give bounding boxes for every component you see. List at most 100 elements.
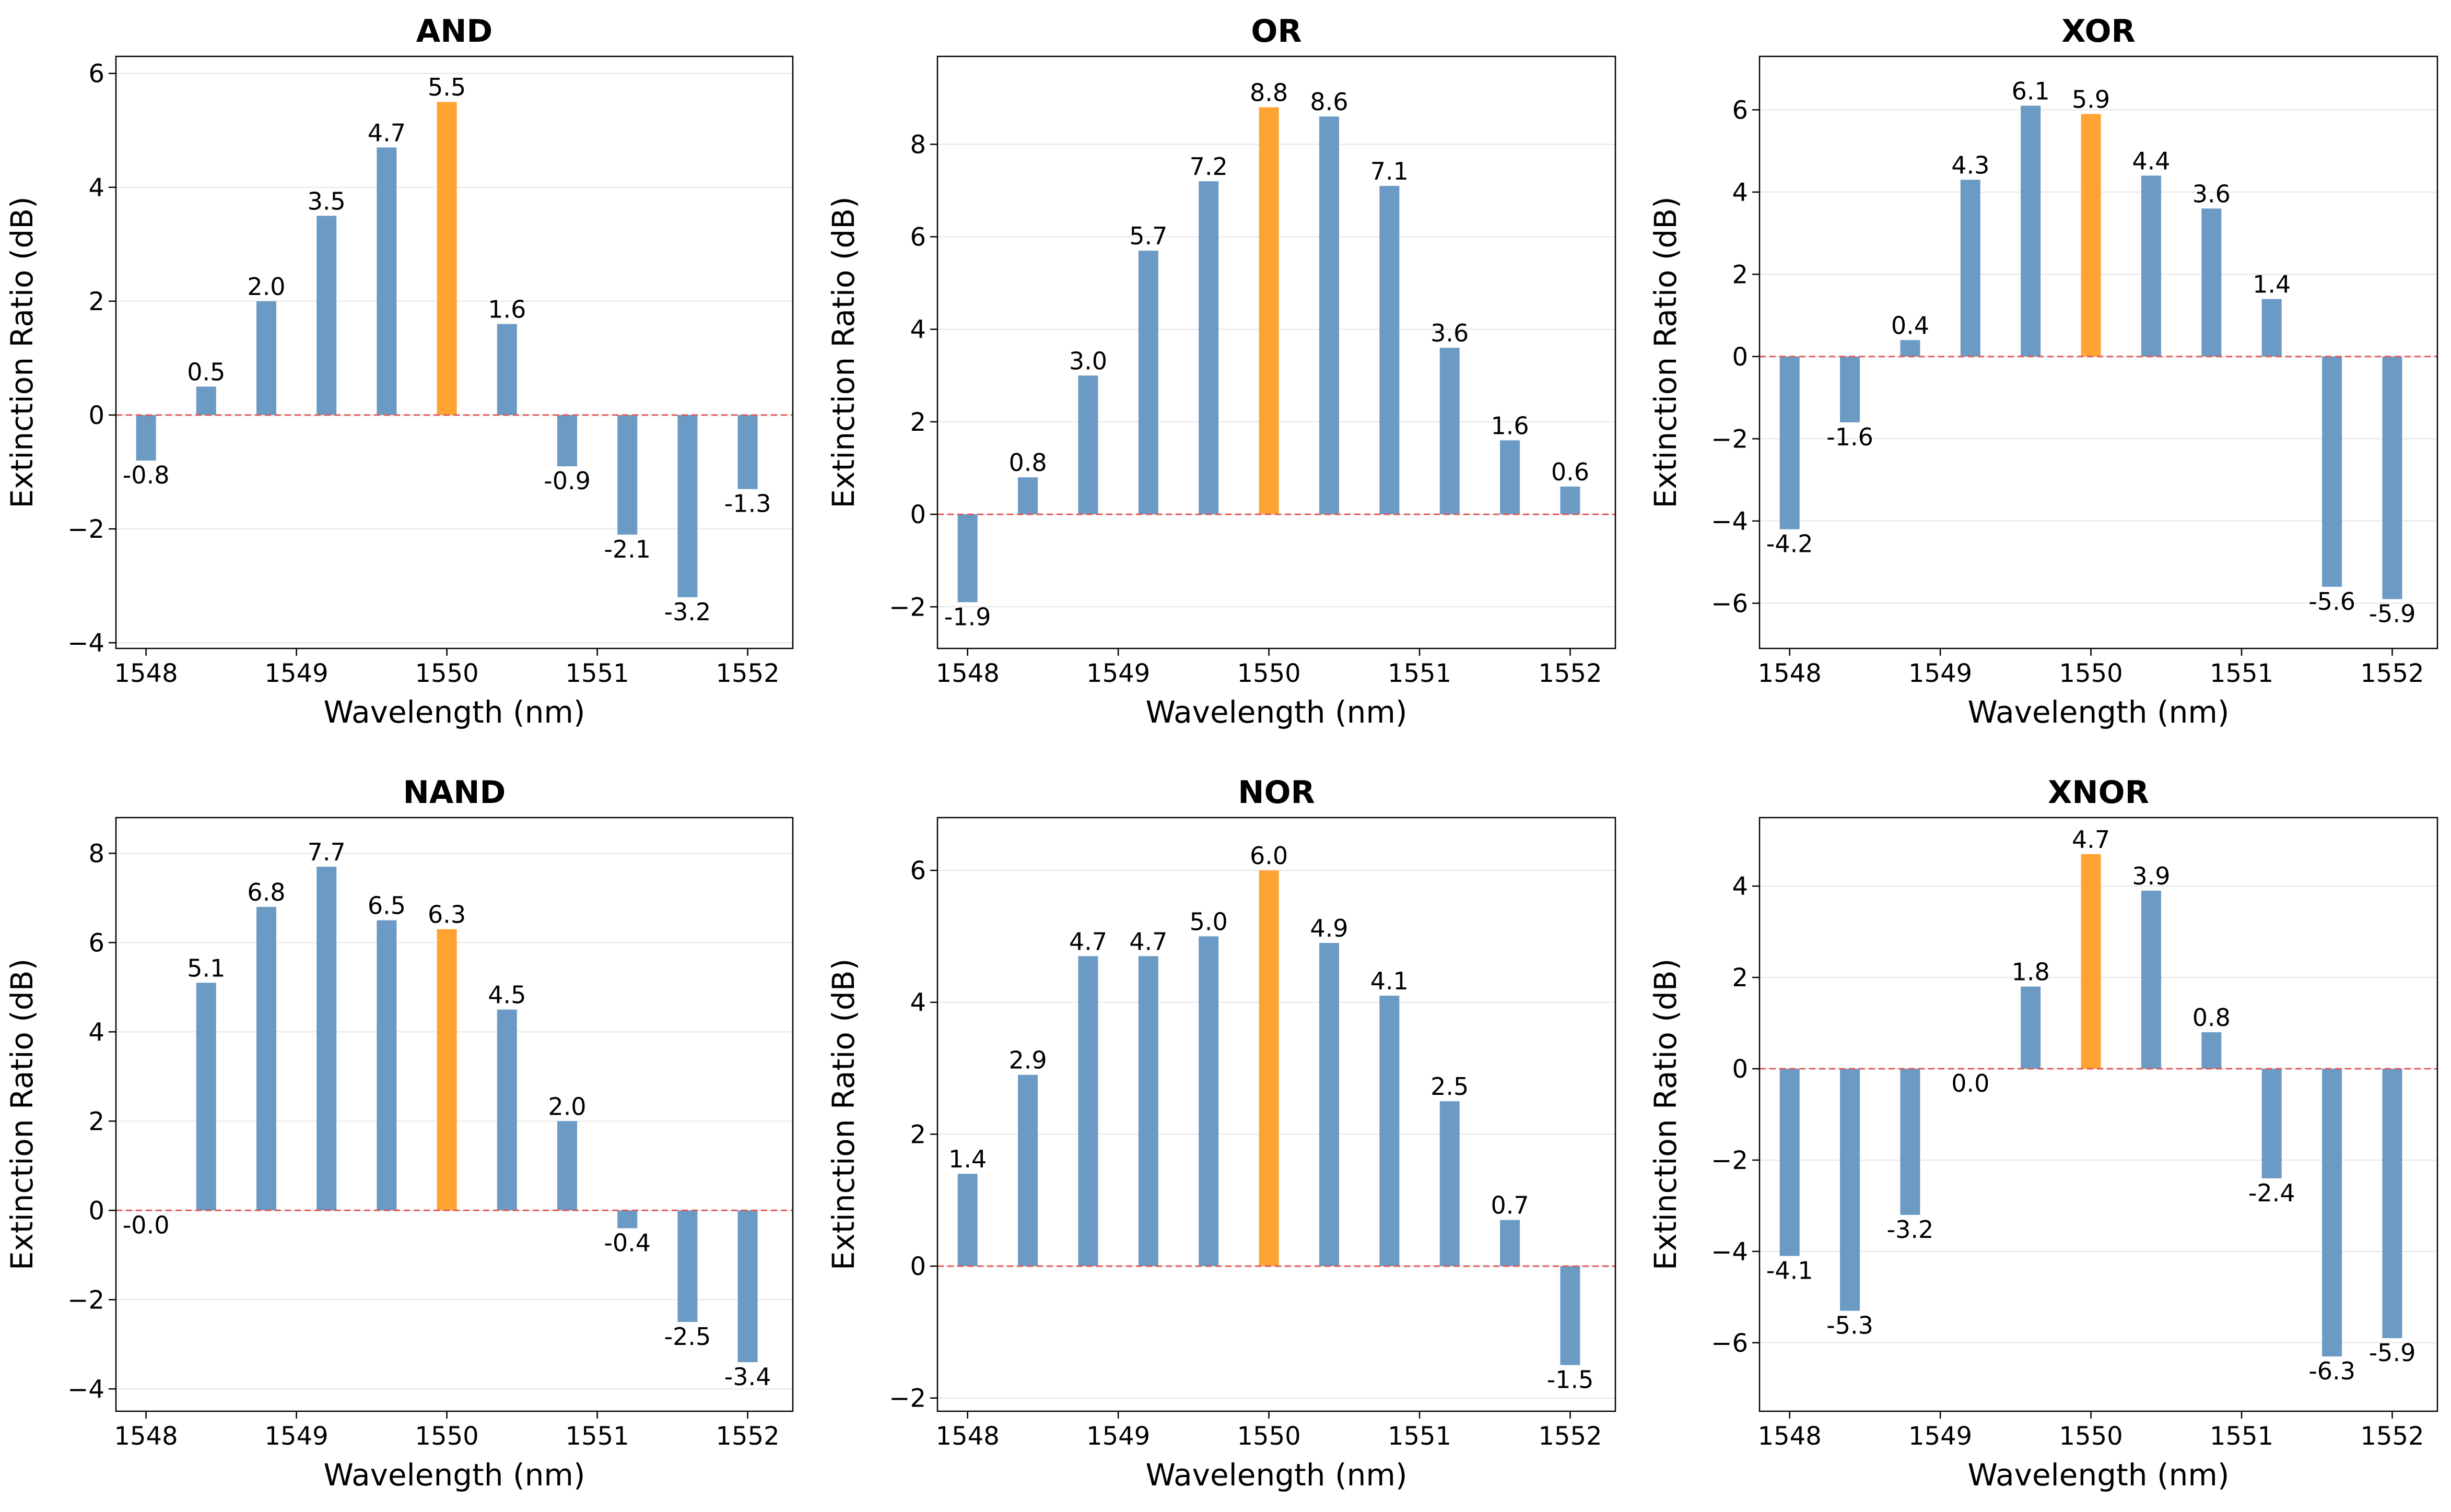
bar [2322, 1069, 2342, 1357]
bar [1500, 1220, 1520, 1267]
bar [1259, 870, 1279, 1267]
data-label: -1.5 [1547, 1366, 1594, 1394]
bar [2201, 1032, 2222, 1069]
y-tick-label: −4 [67, 1375, 104, 1404]
bar [497, 1009, 517, 1211]
data-label: 1.8 [2012, 958, 2050, 986]
bar [377, 920, 397, 1211]
x-tick-label: 1550 [415, 659, 479, 688]
bar [1960, 180, 1980, 357]
data-label: -3.4 [724, 1363, 771, 1391]
data-label: 5.5 [428, 73, 466, 101]
y-tick-label: −4 [1711, 507, 1748, 536]
data-label: 0.0 [1951, 1069, 1989, 1097]
data-label: -0.9 [544, 467, 591, 495]
bar [437, 102, 457, 415]
y-tick-label: 6 [910, 856, 926, 885]
x-axis-label: Wavelength (nm) [323, 694, 585, 730]
bar [1138, 956, 1158, 1267]
y-tick-label: 4 [88, 1018, 104, 1047]
bar [316, 867, 337, 1211]
bar [2021, 986, 2041, 1069]
data-label: 0.7 [1491, 1191, 1529, 1220]
bar [2322, 356, 2342, 587]
y-tick-label: 2 [1732, 963, 1748, 993]
bar [1018, 477, 1038, 515]
data-label: 3.6 [1430, 319, 1469, 347]
x-tick-label: 1548 [114, 1422, 178, 1451]
data-label: -4.2 [1766, 530, 1813, 558]
data-label: 4.4 [2132, 147, 2170, 175]
y-tick-label: 8 [910, 130, 926, 159]
data-label: -5.9 [2369, 1339, 2416, 1367]
data-label: 0.4 [1891, 311, 1929, 339]
x-tick-label: 1549 [265, 1422, 329, 1451]
bar [1840, 356, 1860, 422]
data-label: 4.7 [1129, 927, 1167, 955]
data-label: 6.1 [2012, 77, 2050, 105]
bar [2141, 175, 2161, 357]
data-label: 7.1 [1370, 157, 1409, 185]
data-label: 3.5 [308, 187, 346, 215]
data-label: 8.8 [1250, 78, 1288, 107]
data-label: 1.6 [488, 295, 526, 323]
chart-title: AND [416, 13, 492, 50]
data-label: -1.3 [724, 490, 771, 518]
y-tick-label: −2 [1711, 1146, 1748, 1175]
x-tick-label: 1552 [1538, 659, 1602, 688]
x-axis-label: Wavelength (nm) [1967, 1457, 2229, 1493]
y-axis-label: Extinction Ratio (dB) [826, 959, 861, 1270]
bar [1439, 1101, 1460, 1267]
x-tick-label: 1548 [936, 1422, 1000, 1451]
data-label: 0.6 [1551, 458, 1589, 486]
bar [2382, 1069, 2402, 1339]
y-tick-label: 2 [910, 1120, 926, 1149]
data-label: -5.6 [2308, 587, 2355, 616]
x-tick-label: 1549 [1086, 1422, 1150, 1451]
data-label: 3.0 [1069, 347, 1107, 375]
bar [256, 906, 276, 1211]
bar [1500, 440, 1520, 515]
chart-nand: -0.0 5.1 6.8 7.7 6.5 6.3 4.5 2.0 -0.4 -2.5 -3.4 154… [4, 774, 794, 1493]
y-tick-label: −6 [1711, 589, 1748, 618]
data-label: 2.0 [548, 1092, 586, 1120]
x-tick-label: 1551 [1388, 659, 1451, 688]
x-axis-label: Wavelength (nm) [323, 1457, 585, 1493]
x-tick-label: 1552 [716, 659, 780, 688]
y-tick-label: 4 [910, 315, 926, 345]
chart-and: -0.8 0.5 2.0 3.5 4.7 5.5 1.6 -0.9 -2.1 -3.2 -1.3 15… [4, 13, 794, 730]
x-tick-label: 1551 [2210, 1422, 2273, 1451]
x-tick-label: 1551 [1388, 1422, 1451, 1451]
y-tick-label: 0 [1732, 1055, 1748, 1084]
x-tick-label: 1548 [1758, 1422, 1822, 1451]
bar [2261, 1069, 2282, 1178]
x-tick-label: 1552 [2360, 1422, 2424, 1451]
bar [1259, 107, 1279, 515]
data-label: 5.7 [1129, 222, 1167, 250]
x-tick-label: 1549 [1908, 659, 1972, 688]
x-tick-label: 1550 [1237, 1422, 1300, 1451]
data-label: 6.8 [247, 878, 285, 906]
y-tick-label: 0 [1732, 342, 1748, 372]
bar [1199, 936, 1219, 1267]
axes-frame [115, 55, 794, 649]
data-label: -3.2 [664, 598, 711, 626]
x-tick-label: 1551 [2210, 659, 2273, 688]
bar [1078, 956, 1098, 1267]
axes-frame [936, 55, 1616, 649]
bar [677, 1210, 698, 1322]
data-label: -5.3 [1826, 1312, 1873, 1340]
y-tick-label: 4 [88, 173, 104, 203]
bar [316, 216, 337, 415]
axes-frame [1758, 55, 2438, 649]
y-tick-label: 0 [910, 500, 926, 529]
y-axis-label: Extinction Ratio (dB) [826, 196, 861, 508]
y-tick-label: 2 [1732, 260, 1748, 289]
data-label: -2.4 [2248, 1179, 2295, 1207]
y-tick-label: −2 [1711, 424, 1748, 454]
y-tick-label: 4 [910, 988, 926, 1018]
data-label: 0.5 [187, 358, 225, 386]
data-label: 4.3 [1951, 151, 1989, 179]
bar [957, 1174, 978, 1267]
data-label: 2.9 [1008, 1046, 1047, 1074]
